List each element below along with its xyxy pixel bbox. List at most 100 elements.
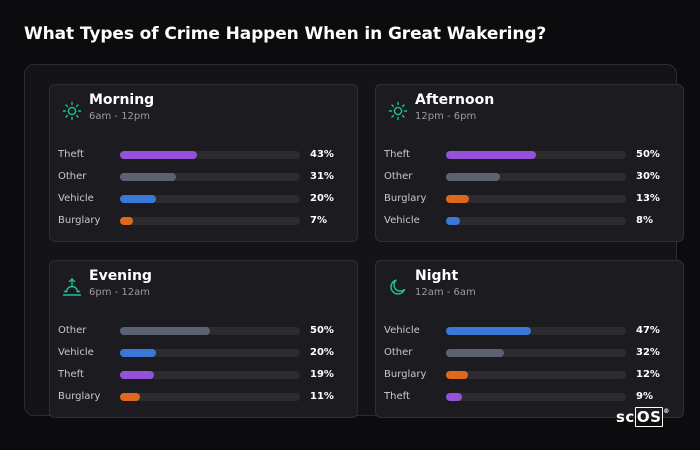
value-label: 47%	[636, 325, 660, 336]
bar-row: Burglary 11%	[50, 390, 357, 404]
bar-row: Other 31%	[50, 170, 357, 184]
logo-registered-mark: ®	[663, 408, 670, 415]
value-label: 7%	[310, 215, 327, 226]
bar	[446, 195, 470, 203]
bar	[120, 151, 198, 159]
bar-track	[446, 371, 626, 379]
logo-boxed-text: OS	[634, 407, 664, 427]
category-label: Vehicle	[384, 215, 420, 226]
category-label: Theft	[58, 149, 84, 160]
bar-track	[446, 217, 626, 225]
bar	[120, 195, 156, 203]
category-label: Burglary	[384, 369, 427, 380]
bar-row: Burglary 7%	[50, 214, 357, 228]
period-range: 12pm - 6pm	[415, 111, 477, 122]
value-label: 9%	[636, 391, 653, 402]
scos-logo: sc OS ®	[616, 407, 670, 428]
category-label: Other	[58, 171, 87, 182]
period-range: 6pm - 12am	[89, 287, 151, 298]
value-label: 19%	[310, 369, 334, 380]
bar-track	[120, 393, 300, 401]
bar	[120, 173, 176, 181]
bar-track	[120, 371, 300, 379]
bar-track	[120, 173, 300, 181]
category-label: Burglary	[58, 391, 101, 402]
period-title: Afternoon	[415, 92, 495, 108]
sunset-icon	[62, 277, 82, 297]
bar	[120, 393, 140, 401]
bar-row: Theft 43%	[50, 148, 357, 162]
bar-row: Burglary 12%	[376, 368, 683, 382]
category-label: Other	[58, 325, 87, 336]
bar-track	[120, 151, 300, 159]
period-title: Night	[415, 268, 459, 284]
bar-row: Burglary 13%	[376, 192, 683, 206]
card-night: Night 12am - 6am Vehicle 47% Other 32% Burgl…	[375, 260, 684, 418]
category-label: Theft	[384, 391, 410, 402]
page-title: What Types of Crime Happen When in Great…	[24, 24, 547, 44]
value-label: 8%	[636, 215, 653, 226]
value-label: 30%	[636, 171, 660, 182]
bar	[446, 349, 504, 357]
period-range: 6am - 12pm	[89, 111, 151, 122]
value-label: 43%	[310, 149, 334, 160]
bar-row: Theft 50%	[376, 148, 683, 162]
bar-track	[446, 195, 626, 203]
bar-track	[120, 349, 300, 357]
value-label: 32%	[636, 347, 660, 358]
category-label: Burglary	[58, 215, 101, 226]
value-label: 31%	[310, 171, 334, 182]
bar	[120, 327, 210, 335]
card-afternoon: Afternoon 12pm - 6pm Theft 50% Other 30% Bur…	[375, 84, 684, 242]
sun-icon	[62, 101, 82, 121]
category-label: Burglary	[384, 193, 427, 204]
sun-icon	[388, 101, 408, 121]
bar-row: Vehicle 47%	[376, 324, 683, 338]
period-title: Morning	[89, 92, 155, 108]
value-label: 50%	[310, 325, 334, 336]
card-evening: Evening 6pm - 12am Other 50% Vehicle 20% The…	[49, 260, 358, 418]
bar-track	[120, 217, 300, 225]
bar-track	[446, 327, 626, 335]
moon-icon	[388, 277, 408, 297]
logo-prefix: sc	[616, 408, 635, 426]
bar-row: Vehicle 20%	[50, 192, 357, 206]
bar-track	[446, 173, 626, 181]
bar-row: Vehicle 20%	[50, 346, 357, 360]
bar	[446, 327, 531, 335]
bar	[446, 217, 461, 225]
bar	[120, 349, 156, 357]
bar-row: Theft 9%	[376, 390, 683, 404]
bar-track	[446, 393, 626, 401]
bar-row: Other 32%	[376, 346, 683, 360]
category-label: Vehicle	[384, 325, 420, 336]
category-label: Theft	[58, 369, 84, 380]
value-label: 20%	[310, 193, 334, 204]
bar-track	[120, 327, 300, 335]
category-label: Other	[384, 171, 413, 182]
value-label: 20%	[310, 347, 334, 358]
bar	[120, 371, 155, 379]
bar-track	[120, 195, 300, 203]
category-label: Other	[384, 347, 413, 358]
bar-row: Other 50%	[50, 324, 357, 338]
bar	[446, 371, 468, 379]
bar-track	[446, 151, 626, 159]
bar-row: Theft 19%	[50, 368, 357, 382]
bar	[120, 217, 133, 225]
category-label: Vehicle	[58, 347, 94, 358]
value-label: 13%	[636, 193, 660, 204]
value-label: 11%	[310, 391, 334, 402]
card-morning: Morning 6am - 12pm Theft 43% Other 31% Vehic…	[49, 84, 358, 242]
bar	[446, 393, 463, 401]
bar-track	[446, 349, 626, 357]
period-title: Evening	[89, 268, 152, 284]
bar	[446, 151, 536, 159]
bar-row: Other 30%	[376, 170, 683, 184]
bar	[446, 173, 500, 181]
value-label: 50%	[636, 149, 660, 160]
value-label: 12%	[636, 369, 660, 380]
bar-row: Vehicle 8%	[376, 214, 683, 228]
category-label: Vehicle	[58, 193, 94, 204]
period-range: 12am - 6am	[415, 287, 476, 298]
